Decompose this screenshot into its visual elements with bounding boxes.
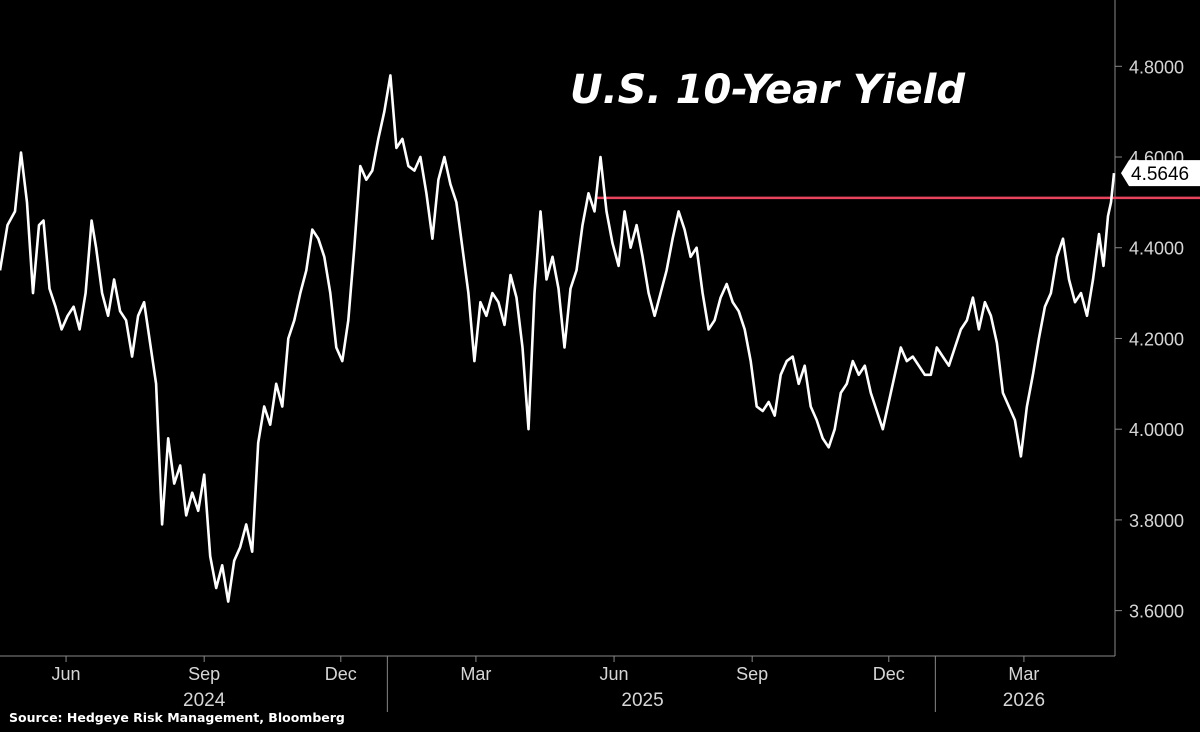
x-tick-label: Dec — [873, 664, 905, 684]
x-tick-label: Mar — [1008, 664, 1039, 684]
last-value-box — [1121, 160, 1200, 187]
year-label: 2025 — [621, 690, 663, 711]
y-tick-label: 3.8000 — [1129, 511, 1184, 531]
y-tick-label: 4.0000 — [1129, 420, 1184, 440]
yield-series-line — [0, 74, 1116, 603]
last-value-text: 4.5646 — [1131, 164, 1189, 185]
y-tick-label: 4.8000 — [1129, 57, 1184, 77]
x-tick-label: Mar — [460, 664, 491, 684]
x-tick-label: Dec — [325, 664, 357, 684]
x-axis-ticks: Jun Sep Dec Mar Jun Sep Dec Mar 2024 2025 2026 — [52, 656, 1045, 712]
x-tick-label: Jun — [52, 664, 81, 684]
y-axis-ticks: 3.60003.80004.00004.20004.40004.60004.80… — [1115, 57, 1184, 622]
x-tick-label: Sep — [736, 664, 768, 684]
chart-title: U.S. 10-Year Yield — [570, 67, 965, 113]
last-value-label: 4.5646 — [1121, 160, 1200, 187]
year-label: 2024 — [183, 690, 226, 711]
y-tick-label: 3.6000 — [1129, 602, 1184, 622]
x-tick-label: Jun — [600, 664, 629, 684]
year-label: 2026 — [1003, 690, 1045, 711]
x-tick-label: Sep — [188, 664, 220, 684]
source-note: Source: Hedgeye Risk Management, Bloombe… — [9, 710, 345, 725]
y-tick-label: 4.4000 — [1129, 239, 1184, 259]
y-tick-label: 4.2000 — [1129, 329, 1184, 349]
